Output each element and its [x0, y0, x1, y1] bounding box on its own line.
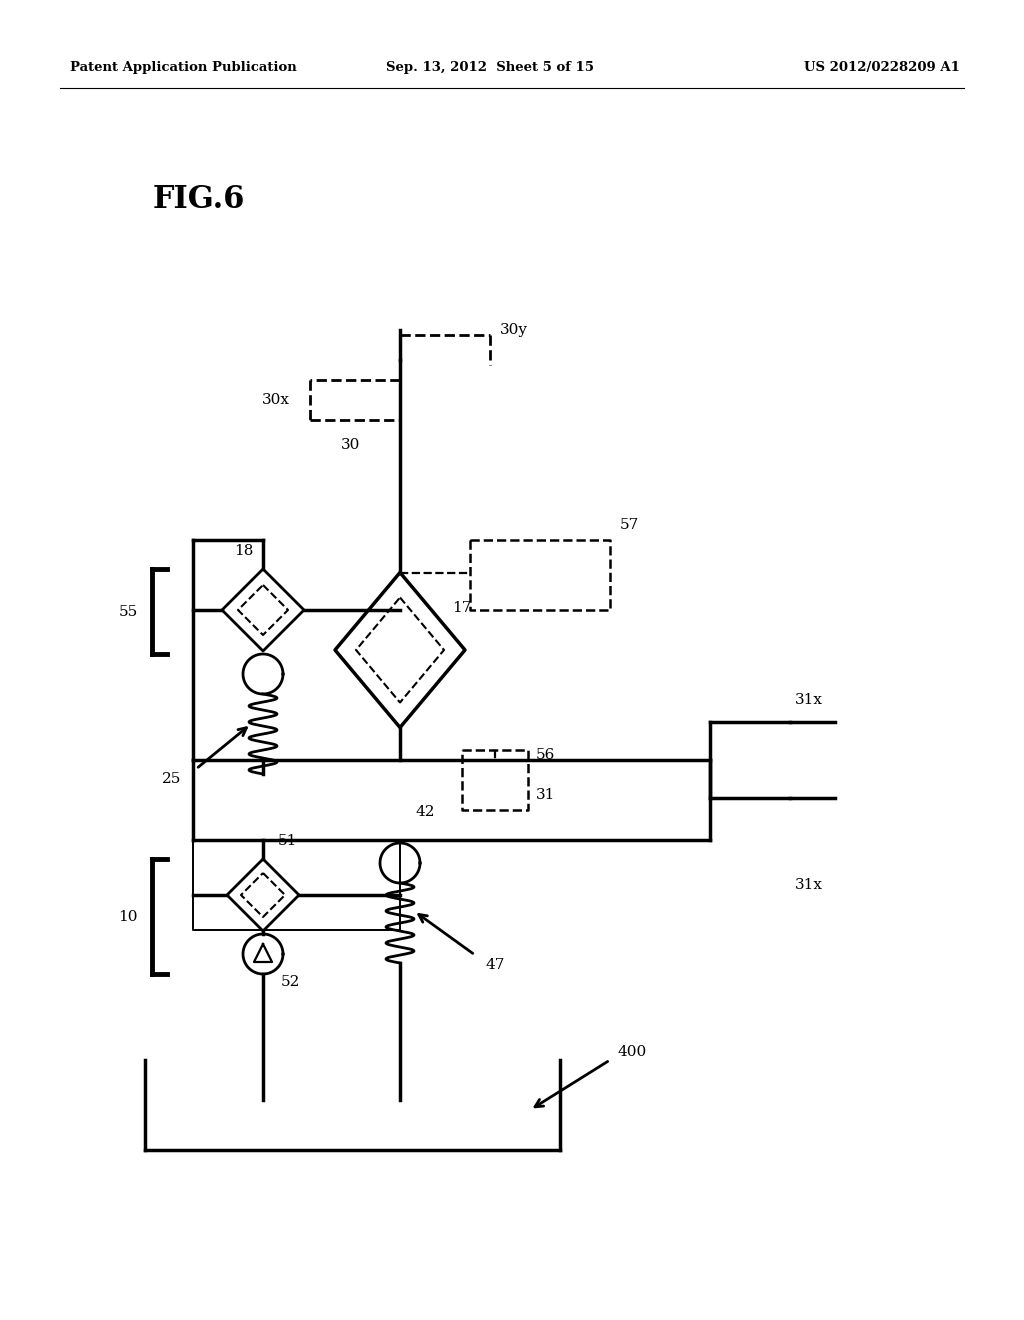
Text: 52: 52	[281, 975, 300, 989]
Text: 47: 47	[485, 958, 505, 972]
Text: 31: 31	[536, 788, 555, 803]
Text: 30x: 30x	[262, 393, 290, 407]
Text: US 2012/0228209 A1: US 2012/0228209 A1	[804, 62, 961, 74]
Text: 17: 17	[452, 601, 471, 615]
Text: Sep. 13, 2012  Sheet 5 of 15: Sep. 13, 2012 Sheet 5 of 15	[386, 62, 594, 74]
Text: 31x: 31x	[795, 878, 823, 892]
Text: 56: 56	[536, 748, 555, 762]
Text: FIG.6: FIG.6	[153, 185, 246, 215]
Text: 57: 57	[620, 517, 639, 532]
Text: 25: 25	[162, 772, 181, 785]
Text: 31x: 31x	[795, 693, 823, 708]
Text: 18: 18	[233, 544, 253, 558]
Text: 42: 42	[415, 805, 434, 818]
Text: 10: 10	[119, 909, 138, 924]
Text: Patent Application Publication: Patent Application Publication	[70, 62, 297, 74]
Text: 400: 400	[618, 1045, 647, 1059]
Text: 30: 30	[341, 438, 360, 451]
Text: 55: 55	[119, 605, 138, 619]
Text: 30y: 30y	[500, 323, 528, 337]
Text: 51: 51	[278, 834, 297, 847]
